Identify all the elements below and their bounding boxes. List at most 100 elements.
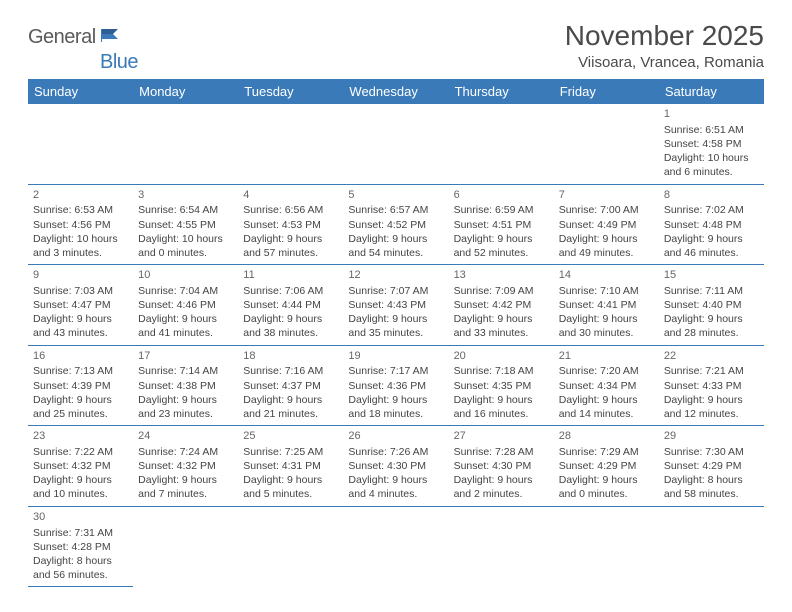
calendar-cell: 29Sunrise: 7:30 AMSunset: 4:29 PMDayligh… xyxy=(659,426,764,507)
calendar-row: 1Sunrise: 6:51 AMSunset: 4:58 PMDaylight… xyxy=(28,104,764,184)
sunrise-text: Sunrise: 7:22 AM xyxy=(33,445,128,459)
calendar-cell xyxy=(554,104,659,184)
sunrise-text: Sunrise: 7:14 AM xyxy=(138,364,233,378)
daylight-text: and 23 minutes. xyxy=(138,407,233,421)
header: General November 2025 Viisoara, Vrancea,… xyxy=(28,20,764,71)
sunset-text: Sunset: 4:56 PM xyxy=(33,218,128,232)
calendar-cell: 13Sunrise: 7:09 AMSunset: 4:42 PMDayligh… xyxy=(449,265,554,346)
day-number: 4 xyxy=(243,188,338,203)
day-number: 11 xyxy=(243,268,338,283)
day-number: 3 xyxy=(138,188,233,203)
day-number: 21 xyxy=(559,349,654,364)
daylight-text: Daylight: 9 hours xyxy=(243,312,338,326)
title-block: November 2025 Viisoara, Vrancea, Romania xyxy=(565,20,764,71)
calendar-table: Sunday Monday Tuesday Wednesday Thursday… xyxy=(28,79,764,587)
daylight-text: Daylight: 9 hours xyxy=(559,232,654,246)
day-number: 16 xyxy=(33,349,128,364)
sunrise-text: Sunrise: 7:04 AM xyxy=(138,284,233,298)
daylight-text: and 49 minutes. xyxy=(559,246,654,260)
day-header: Monday xyxy=(133,79,238,104)
daylight-text: and 25 minutes. xyxy=(33,407,128,421)
calendar-cell xyxy=(238,104,343,184)
day-number: 29 xyxy=(664,429,759,444)
calendar-cell: 25Sunrise: 7:25 AMSunset: 4:31 PMDayligh… xyxy=(238,426,343,507)
logo-text-b: Blue xyxy=(100,51,138,74)
sunrise-text: Sunrise: 6:57 AM xyxy=(348,203,443,217)
daylight-text: Daylight: 8 hours xyxy=(33,554,128,568)
daylight-text: and 30 minutes. xyxy=(559,326,654,340)
day-header: Tuesday xyxy=(238,79,343,104)
sunrise-text: Sunrise: 7:06 AM xyxy=(243,284,338,298)
sunset-text: Sunset: 4:38 PM xyxy=(138,379,233,393)
calendar-cell: 16Sunrise: 7:13 AMSunset: 4:39 PMDayligh… xyxy=(28,345,133,426)
calendar-cell: 22Sunrise: 7:21 AMSunset: 4:33 PMDayligh… xyxy=(659,345,764,426)
sunset-text: Sunset: 4:40 PM xyxy=(664,298,759,312)
sunset-text: Sunset: 4:41 PM xyxy=(559,298,654,312)
daylight-text: and 38 minutes. xyxy=(243,326,338,340)
calendar-cell xyxy=(238,506,343,587)
sunset-text: Sunset: 4:48 PM xyxy=(664,218,759,232)
sunrise-text: Sunrise: 7:03 AM xyxy=(33,284,128,298)
day-number: 30 xyxy=(33,510,128,525)
day-number: 25 xyxy=(243,429,338,444)
sunrise-text: Sunrise: 7:16 AM xyxy=(243,364,338,378)
daylight-text: and 33 minutes. xyxy=(454,326,549,340)
daylight-text: and 58 minutes. xyxy=(664,487,759,501)
day-number: 10 xyxy=(138,268,233,283)
sunrise-text: Sunrise: 7:31 AM xyxy=(33,526,128,540)
sunset-text: Sunset: 4:51 PM xyxy=(454,218,549,232)
sunrise-text: Sunrise: 7:24 AM xyxy=(138,445,233,459)
day-number: 20 xyxy=(454,349,549,364)
sunset-text: Sunset: 4:28 PM xyxy=(33,540,128,554)
daylight-text: and 10 minutes. xyxy=(33,487,128,501)
daylight-text: Daylight: 9 hours xyxy=(454,312,549,326)
day-number: 28 xyxy=(559,429,654,444)
sunrise-text: Sunrise: 7:13 AM xyxy=(33,364,128,378)
calendar-cell: 28Sunrise: 7:29 AMSunset: 4:29 PMDayligh… xyxy=(554,426,659,507)
day-number: 22 xyxy=(664,349,759,364)
daylight-text: Daylight: 10 hours xyxy=(33,232,128,246)
calendar-cell: 9Sunrise: 7:03 AMSunset: 4:47 PMDaylight… xyxy=(28,265,133,346)
sunset-text: Sunset: 4:30 PM xyxy=(348,459,443,473)
sunset-text: Sunset: 4:49 PM xyxy=(559,218,654,232)
calendar-cell xyxy=(449,506,554,587)
day-number: 7 xyxy=(559,188,654,203)
sunrise-text: Sunrise: 6:59 AM xyxy=(454,203,549,217)
day-number: 5 xyxy=(348,188,443,203)
daylight-text: and 43 minutes. xyxy=(33,326,128,340)
daylight-text: Daylight: 9 hours xyxy=(454,393,549,407)
calendar-cell xyxy=(449,104,554,184)
daylight-text: and 3 minutes. xyxy=(33,246,128,260)
calendar-cell: 6Sunrise: 6:59 AMSunset: 4:51 PMDaylight… xyxy=(449,184,554,265)
day-header: Friday xyxy=(554,79,659,104)
daylight-text: Daylight: 9 hours xyxy=(348,232,443,246)
day-number: 13 xyxy=(454,268,549,283)
sunset-text: Sunset: 4:44 PM xyxy=(243,298,338,312)
day-number: 12 xyxy=(348,268,443,283)
day-number: 1 xyxy=(664,107,759,122)
daylight-text: and 28 minutes. xyxy=(664,326,759,340)
calendar-cell: 21Sunrise: 7:20 AMSunset: 4:34 PMDayligh… xyxy=(554,345,659,426)
location-text: Viisoara, Vrancea, Romania xyxy=(565,54,764,71)
daylight-text: and 21 minutes. xyxy=(243,407,338,421)
calendar-cell: 20Sunrise: 7:18 AMSunset: 4:35 PMDayligh… xyxy=(449,345,554,426)
daylight-text: and 0 minutes. xyxy=(138,246,233,260)
daylight-text: Daylight: 9 hours xyxy=(243,232,338,246)
daylight-text: Daylight: 9 hours xyxy=(348,393,443,407)
day-number: 17 xyxy=(138,349,233,364)
calendar-row: 16Sunrise: 7:13 AMSunset: 4:39 PMDayligh… xyxy=(28,345,764,426)
sunset-text: Sunset: 4:43 PM xyxy=(348,298,443,312)
daylight-text: Daylight: 9 hours xyxy=(348,312,443,326)
sunrise-text: Sunrise: 7:26 AM xyxy=(348,445,443,459)
daylight-text: Daylight: 9 hours xyxy=(348,473,443,487)
day-number: 27 xyxy=(454,429,549,444)
daylight-text: Daylight: 10 hours xyxy=(664,151,759,165)
calendar-cell xyxy=(343,104,448,184)
daylight-text: Daylight: 10 hours xyxy=(138,232,233,246)
day-header: Sunday xyxy=(28,79,133,104)
day-header-row: Sunday Monday Tuesday Wednesday Thursday… xyxy=(28,79,764,104)
day-header: Thursday xyxy=(449,79,554,104)
calendar-cell: 17Sunrise: 7:14 AMSunset: 4:38 PMDayligh… xyxy=(133,345,238,426)
calendar-cell xyxy=(659,506,764,587)
daylight-text: and 4 minutes. xyxy=(348,487,443,501)
